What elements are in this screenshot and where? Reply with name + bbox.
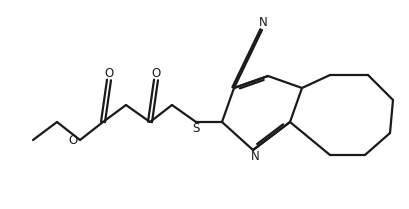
Text: O: O (104, 66, 113, 79)
Text: S: S (192, 122, 199, 135)
Text: O: O (68, 134, 77, 147)
Text: N: N (258, 15, 267, 28)
Text: O: O (151, 66, 160, 79)
Text: N: N (250, 150, 259, 163)
